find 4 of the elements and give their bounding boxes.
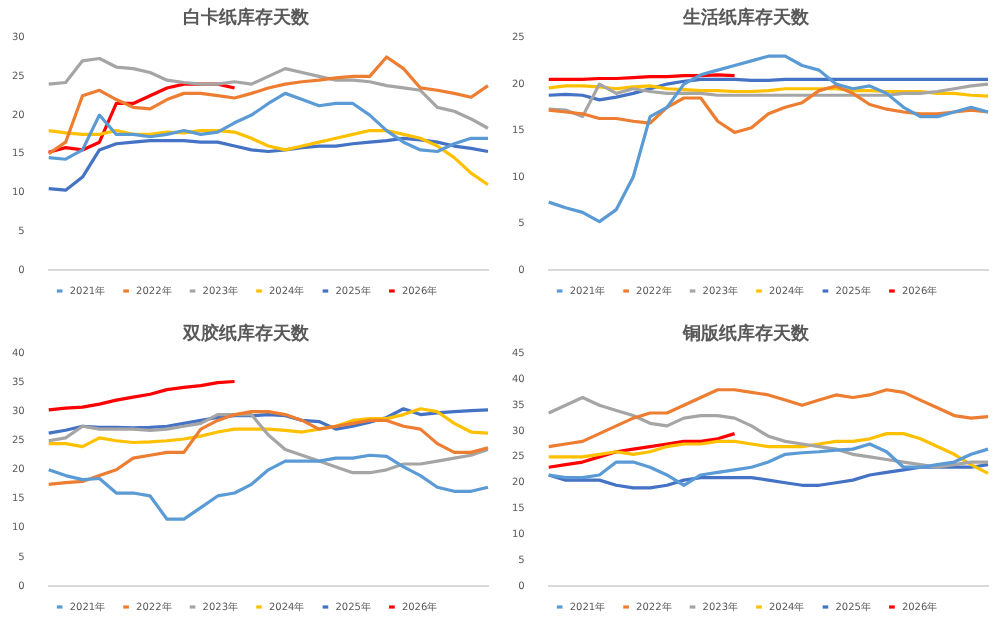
chart-title: 铜版纸库存天数: [681, 323, 811, 344]
chart-title: 生活纸库存天数: [681, 7, 811, 28]
chart-title: 白卡纸库存天数: [183, 7, 311, 28]
chart-title: 双胶纸库存天数: [181, 323, 311, 344]
